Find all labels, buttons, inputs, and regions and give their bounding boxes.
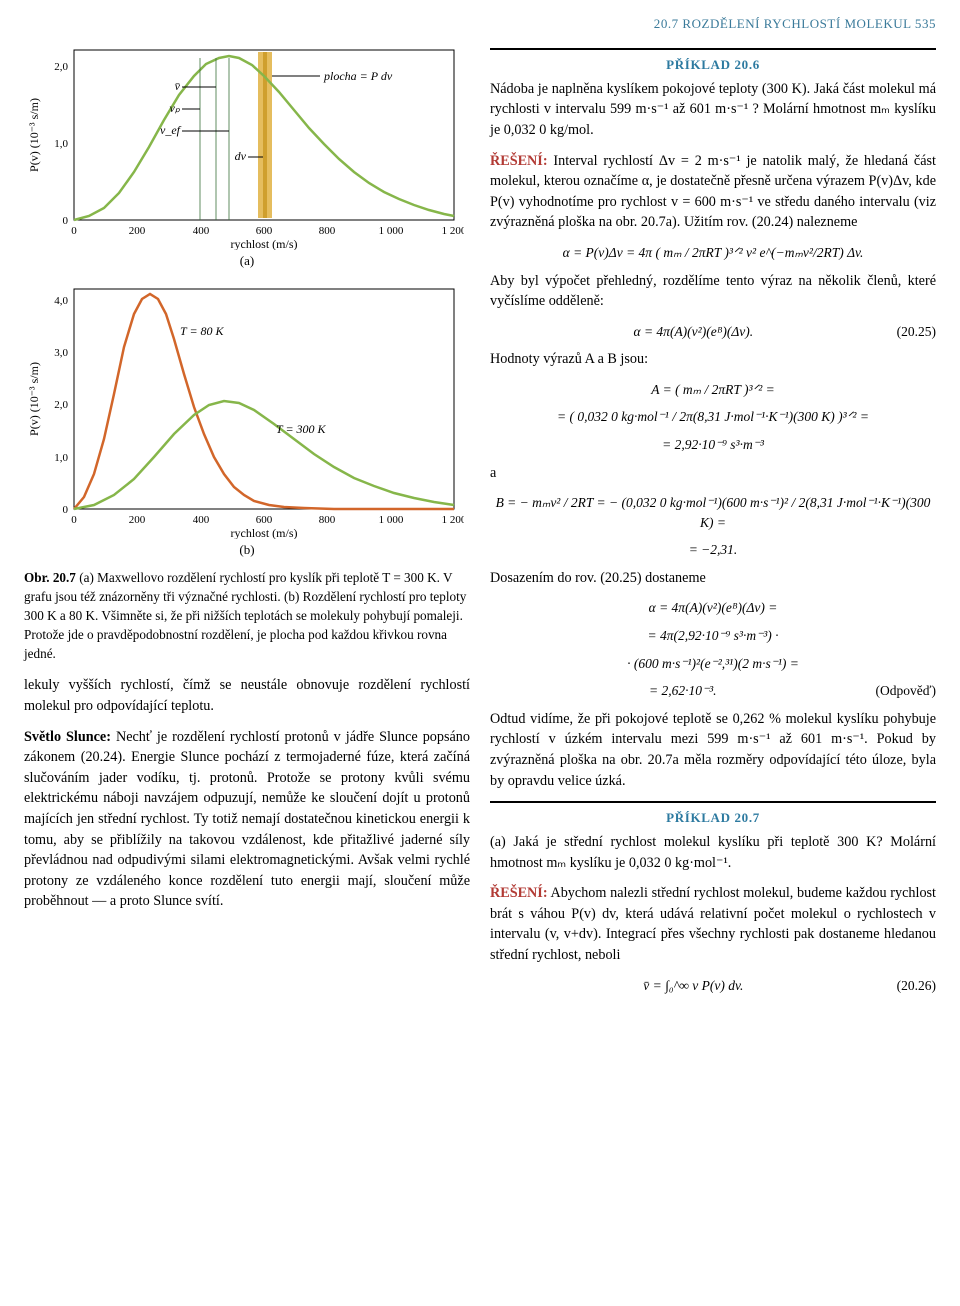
svg-text:0: 0 xyxy=(63,215,69,227)
svg-text:600: 600 xyxy=(256,225,273,237)
svg-text:1,0: 1,0 xyxy=(54,138,68,150)
leftcol-sun-paragraph: Světlo Slunce: Nechť je rozdělení rychlo… xyxy=(24,727,470,912)
answer-label: (Odpověď) xyxy=(876,681,936,701)
eq-number: (20.25) xyxy=(897,322,936,342)
equation-A-line3: = 2,92·10⁻⁹ s³·m⁻³ xyxy=(490,435,936,455)
example-title: PŘÍKLAD 20.6 xyxy=(490,56,936,75)
solution-p1: ŘEŠENÍ: Interval rychlostí Δv = 2 m·s⁻¹ … xyxy=(490,151,936,233)
paragraph-lead: Světlo Slunce: xyxy=(24,729,111,745)
svg-text:2,0: 2,0 xyxy=(54,399,68,411)
figure-b-label: (b) xyxy=(24,541,470,560)
svg-text:1,0: 1,0 xyxy=(54,452,68,464)
eq-number: (20.26) xyxy=(897,976,936,996)
equation-A-line1: A = ( mₘ / 2πRT )³ᐟ² = xyxy=(490,380,936,400)
svg-text:800: 800 xyxy=(319,514,336,526)
running-head: 20.7 ROZDĚLENÍ RYCHLOSTÍ MOLEKUL 535 xyxy=(24,16,936,32)
svg-text:v̄: v̄ xyxy=(175,79,181,93)
paragraph-body: Nechť je rozdělení rychlostí protonů v j… xyxy=(24,729,470,910)
svg-text:400: 400 xyxy=(193,225,210,237)
svg-text:200: 200 xyxy=(129,514,146,526)
svg-text:400: 400 xyxy=(193,514,210,526)
svg-text:P(v) (10⁻³ s/m): P(v) (10⁻³ s/m) xyxy=(27,362,41,436)
equation-20-25: α = 4π(A)(v²)(eᴮ)(Δv). (20.25) xyxy=(490,322,936,342)
svg-text:1 000: 1 000 xyxy=(379,225,404,237)
equation-result-4: = 2,62·10⁻³. (Odpověď) xyxy=(490,681,936,701)
example-20-7: PŘÍKLAD 20.7 (a) Jaká je střední rychlos… xyxy=(490,801,936,995)
solution-text-1: Abychom nalezli střední rychlost molekul… xyxy=(490,885,936,963)
svg-text:1 000: 1 000 xyxy=(379,514,404,526)
solution-p2: Aby byl výpočet přehledný, rozdělíme ten… xyxy=(490,271,936,312)
svg-text:3,0: 3,0 xyxy=(54,347,68,359)
equation-alpha: α = P(v)Δv = 4π ( mₘ / 2πRT )³ᐟ² v² e^(−… xyxy=(490,243,936,263)
equation-result-3: · (600 m·s⁻¹)²(e⁻²,³¹)(2 m·s⁻¹) = xyxy=(490,654,936,674)
solution-label: ŘEŠENÍ: xyxy=(490,885,548,901)
page: 20.7 ROZDĚLENÍ RYCHLOSTÍ MOLEKUL 535 0 1… xyxy=(0,0,960,1027)
svg-text:dv: dv xyxy=(235,149,247,163)
svg-text:0: 0 xyxy=(71,514,77,526)
two-column-layout: 0 1,0 2,0 0 200 400 600 800 1 000 1 200 … xyxy=(24,40,936,1003)
figure-caption: Obr. 20.7 (a) Maxwellovo rozdělení rychl… xyxy=(24,568,470,664)
svg-text:2,0: 2,0 xyxy=(54,61,68,73)
solution-label: ŘEŠENÍ: xyxy=(490,153,548,169)
solution-text-1: Interval rychlostí Δv = 2 m·s⁻¹ je natol… xyxy=(490,153,936,231)
svg-text:v_ef: v_ef xyxy=(160,123,182,137)
solution-p3: Hodnoty výrazů A a B jsou: xyxy=(490,349,936,370)
solution-p4: Dosazením do rov. (20.25) dostaneme xyxy=(490,568,936,589)
figure-20-7a: 0 1,0 2,0 0 200 400 600 800 1 000 1 200 … xyxy=(24,40,470,271)
svg-text:plocha = P dv: plocha = P dv xyxy=(323,69,393,83)
svg-text:P(v) (10⁻³ s/m): P(v) (10⁻³ s/m) xyxy=(27,98,41,172)
svg-text:0: 0 xyxy=(63,504,69,516)
svg-text:600: 600 xyxy=(256,514,273,526)
equation-B-line2: = −2,31. xyxy=(490,540,936,560)
eq-body: v̄ = ∫₀^∞ v P(v) dv. xyxy=(643,978,743,993)
figure-a-label: (a) xyxy=(24,252,470,271)
svg-text:800: 800 xyxy=(319,225,336,237)
caption-lead: Obr. 20.7 xyxy=(24,570,76,585)
equation-20-26: v̄ = ∫₀^∞ v P(v) dv. (20.26) xyxy=(490,976,936,996)
example-20-6: PŘÍKLAD 20.6 Nádoba je naplněna kyslíkem… xyxy=(490,48,936,791)
svg-text:T = 80 K: T = 80 K xyxy=(180,324,225,338)
svg-text:T = 300 K: T = 300 K xyxy=(276,422,327,436)
eq-body: α = 4π(A)(v²)(eᴮ)(Δv). xyxy=(633,324,753,339)
figure-20-7b: 0 1,0 2,0 3,0 4,0 0 200 400 600 800 1 00… xyxy=(24,279,470,560)
example-tail: Odtud vidíme, že při pokojové teplotě se… xyxy=(490,709,936,791)
svg-text:rychlost (m/s): rychlost (m/s) xyxy=(231,526,298,539)
equation-result-2: = 4π(2,92·10⁻⁹ s³·m⁻³) · xyxy=(490,626,936,646)
leftcol-paragraph-continuation: lekuly vyšších rychlostí, čímž se neustá… xyxy=(24,675,470,716)
left-column: 0 1,0 2,0 0 200 400 600 800 1 000 1 200 … xyxy=(24,40,470,1003)
solution-p1: ŘEŠENÍ: Abychom nalezli střední rychlost… xyxy=(490,883,936,965)
connector-a: a xyxy=(490,463,936,484)
svg-text:200: 200 xyxy=(129,225,146,237)
svg-text:1 200: 1 200 xyxy=(442,225,464,237)
eq-body: = 2,62·10⁻³. xyxy=(649,683,717,698)
equation-A-line2: = ( 0,032 0 kg·mol⁻¹ / 2π(8,31 J·mol⁻¹·K… xyxy=(490,407,936,427)
svg-text:vₚ: vₚ xyxy=(170,101,181,115)
svg-text:1 200: 1 200 xyxy=(442,514,464,526)
example-intro: Nádoba je naplněna kyslíkem pokojové tep… xyxy=(490,79,936,141)
equation-result-1: α = 4π(A)(v²)(eᴮ)(Δv) = xyxy=(490,598,936,618)
svg-text:0: 0 xyxy=(71,225,77,237)
equation-B-line1: B = − mₘv² / 2RT = − (0,032 0 kg·mol⁻¹)(… xyxy=(490,493,936,532)
example-intro: (a) Jaká je střední rychlost molekul kys… xyxy=(490,832,936,873)
right-column: PŘÍKLAD 20.6 Nádoba je naplněna kyslíkem… xyxy=(490,40,936,1003)
caption-body: (a) Maxwellovo rozdělení rychlostí pro k… xyxy=(24,570,466,662)
example-title: PŘÍKLAD 20.7 xyxy=(490,809,936,828)
svg-text:4,0: 4,0 xyxy=(54,295,68,307)
svg-text:rychlost (m/s): rychlost (m/s) xyxy=(231,237,298,250)
